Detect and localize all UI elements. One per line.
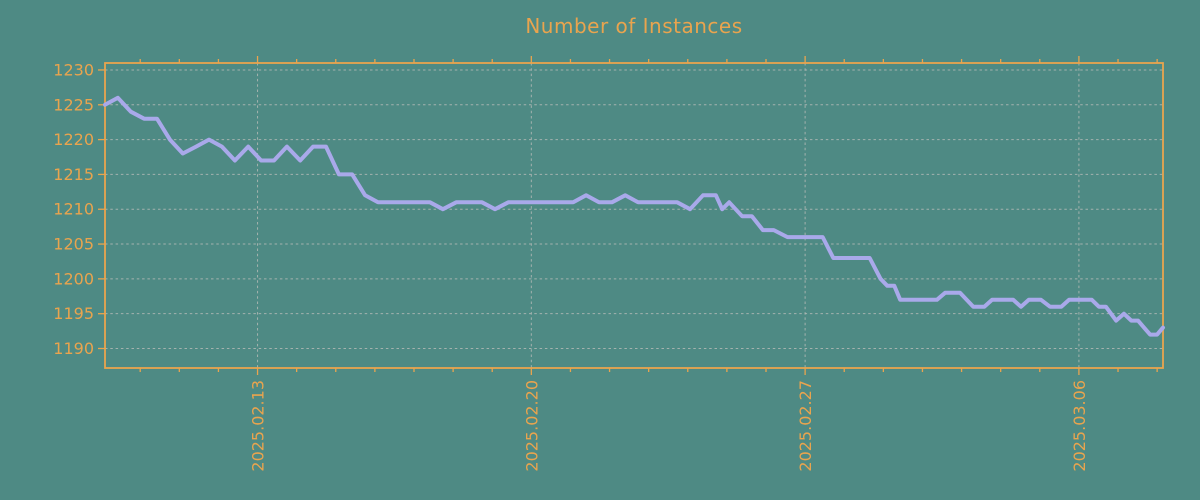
x-tick-label: 2025.03.06 bbox=[1070, 380, 1089, 472]
x-tick-label: 2025.02.20 bbox=[522, 380, 541, 472]
y-tick-label: 1190 bbox=[53, 339, 94, 358]
instances-line bbox=[103, 95, 1165, 337]
y-tick-label: 1195 bbox=[53, 304, 94, 323]
y-tick-label: 1200 bbox=[53, 269, 94, 288]
chart-title: Number of Instances bbox=[525, 14, 743, 38]
y-tick-label: 1210 bbox=[53, 200, 94, 219]
y-tick-label: 1220 bbox=[53, 130, 94, 149]
y-tick-label: 1205 bbox=[53, 235, 94, 254]
x-tick-label: 2025.02.27 bbox=[796, 380, 815, 472]
y-tick-label: 1230 bbox=[53, 60, 94, 79]
y-tick-label: 1215 bbox=[53, 165, 94, 184]
y-tick-label: 1225 bbox=[53, 95, 94, 114]
plot-border bbox=[104, 62, 1164, 369]
x-tick-label: 2025.02.13 bbox=[249, 380, 268, 472]
